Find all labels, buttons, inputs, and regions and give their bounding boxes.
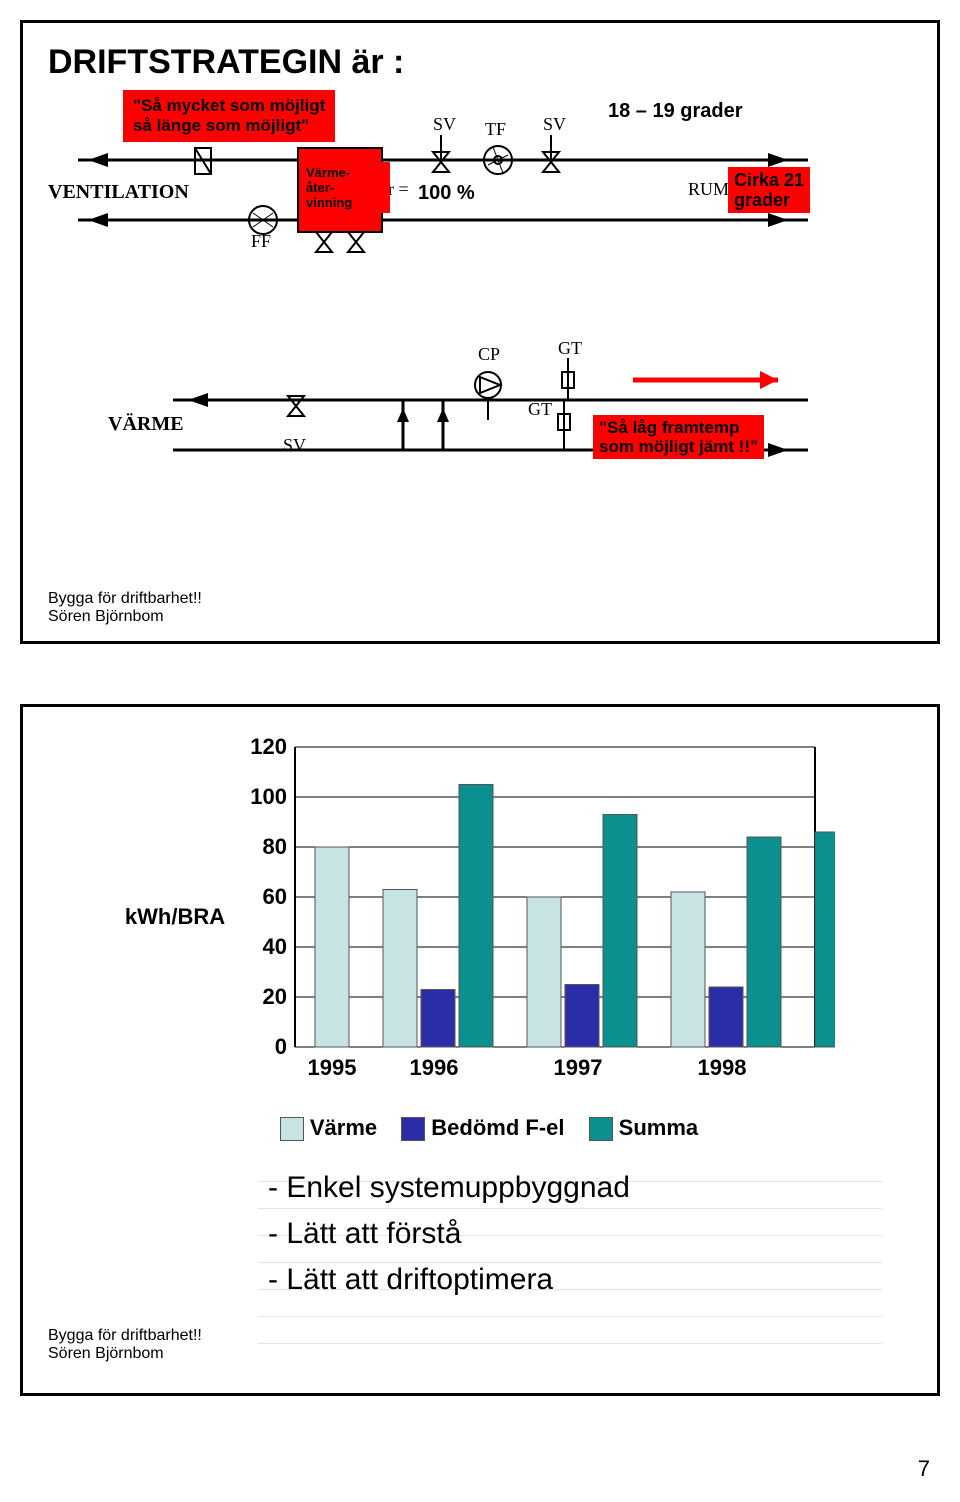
framtemp-box: "Så låg framtemp som möjligt jämt !!": [593, 415, 764, 459]
bullet-1: - Enkel systemuppbyggnad: [268, 1171, 912, 1205]
svg-text:VENTILATION: VENTILATION: [48, 181, 189, 203]
chart-legend: Värme Bedömd F-el Summa: [48, 1115, 912, 1141]
svg-text:FF: FF: [251, 231, 271, 251]
svg-text:1998: 1998: [698, 1055, 747, 1080]
svg-text:120: 120: [250, 737, 287, 759]
svg-text:GT: GT: [558, 338, 582, 358]
slide-chart: kWh/BRA 0204060801001201995199619971998 …: [20, 704, 940, 1396]
svg-text:40: 40: [263, 934, 287, 959]
slide-title: DRIFTSTRATEGIN är :: [48, 43, 912, 82]
bar-chart: 0 20 40 60 80 100 120 1995 1996 1997 1998: [235, 737, 835, 1097]
legend-swatch-varme: [280, 1117, 304, 1141]
cirka-box: Cirka 21 grader: [728, 167, 810, 213]
svg-text:80: 80: [263, 834, 287, 859]
legend-swatch-fel: [401, 1117, 425, 1141]
svg-text:1997: 1997: [554, 1055, 603, 1080]
ventilation-diagram: SV TF SV: [48, 120, 908, 310]
recovery-box-label: Värme- åter- vinning: [300, 162, 390, 213]
legend-label-fel: Bedömd F-el: [431, 1115, 564, 1140]
svg-text:1995: 1995: [308, 1055, 357, 1080]
svg-text:r =: r =: [388, 179, 409, 199]
chart-container: kWh/BRA 0 20 40 60 80 100 120 1995 1996 1997 1998: [48, 737, 912, 1097]
slide2-footer: Bygga för driftbarhet!! Sören Björnbom: [48, 1327, 912, 1363]
svg-text:100: 100: [250, 784, 287, 809]
chart-ylabel: kWh/BRA: [125, 904, 225, 930]
svg-text:TF: TF: [485, 119, 506, 139]
svg-text:GT: GT: [528, 399, 552, 419]
pct-label: 100 %: [418, 182, 475, 205]
svg-text:1996: 1996: [410, 1055, 459, 1080]
slide1-footer: Bygga för driftbarhet!! Sören Björnbom: [48, 590, 912, 626]
bullet-list: - Enkel systemuppbyggnad - Lätt att förs…: [268, 1171, 912, 1297]
quote-l1: "Så mycket som möjligt: [133, 96, 325, 116]
bullet-3: - Lätt att driftoptimera: [268, 1263, 912, 1297]
svg-text:20: 20: [263, 984, 287, 1009]
svg-text:SV: SV: [543, 114, 566, 134]
svg-text:RUM: RUM: [688, 179, 729, 199]
slide-driftstrategin: DRIFTSTRATEGIN är : "Så mycket som möjli…: [20, 20, 940, 644]
legend-label-summa: Summa: [619, 1115, 698, 1140]
bullet-2: - Lätt att förstå: [268, 1217, 912, 1251]
page-number: 7: [20, 1456, 930, 1482]
svg-text:60: 60: [263, 884, 287, 909]
varme-diagram: VÄRME SV CP GT: [48, 340, 908, 510]
svg-text:CP: CP: [478, 344, 500, 364]
svg-text:0: 0: [275, 1034, 287, 1059]
svg-text:SV: SV: [283, 435, 306, 455]
legend-label-varme: Värme: [310, 1115, 377, 1140]
svg-text:SV: SV: [433, 114, 456, 134]
svg-text:VÄRME: VÄRME: [108, 412, 184, 435]
legend-swatch-summa: [589, 1117, 613, 1141]
